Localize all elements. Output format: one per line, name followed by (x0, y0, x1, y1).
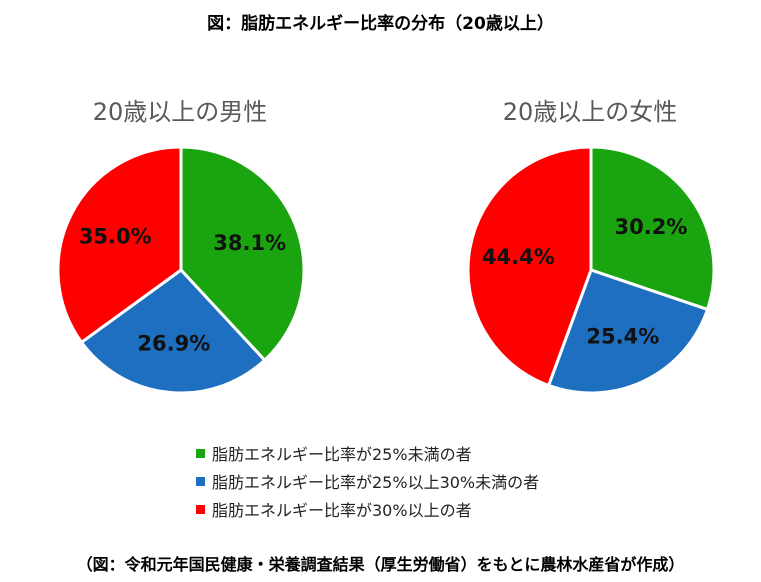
legend-label: 脂肪エネルギー比率が25%未満の者 (212, 445, 472, 464)
legend: 脂肪エネルギー比率が25%未満の者 脂肪エネルギー比率が25%以上30%未満の者… (196, 439, 539, 523)
legend-item-under-25: 脂肪エネルギー比率が25%未満の者 (196, 439, 539, 467)
pie-slice-25-to-30 (547, 268, 709, 395)
pie-slice-over-30 (56, 145, 183, 344)
slice-label-over-30: 35.0% (79, 224, 152, 248)
legend-swatch-blue (196, 476, 205, 486)
pie-title-male: 20歳以上の男性 (92, 98, 268, 126)
legend-label: 脂肪エネルギー比率が30%以上の者 (212, 501, 472, 520)
source-note: （図：令和元年国民健康・栄養調査結果（厚生労働省）をもとに農林水産省が作成） (76, 555, 685, 574)
legend-label: 脂肪エネルギー比率が25%以上30%未満の者 (212, 473, 540, 492)
pie-title-female: 20歳以上の女性 (502, 98, 678, 126)
slice-label-25-to-30: 26.9% (137, 331, 210, 355)
pie-slice-under-25 (179, 145, 306, 362)
slice-label-under-25: 30.2% (615, 215, 688, 239)
pie-chart-male: 38.1% 26.9% 35.0% (56, 145, 306, 395)
slice-label-over-30: 44.4% (482, 245, 555, 269)
pie-slice-under-25 (589, 145, 716, 311)
slice-label-25-to-30: 25.4% (586, 325, 659, 349)
legend-swatch-red (196, 504, 205, 514)
figure-title: 図：脂肪エネルギー比率の分布（20歳以上） (207, 14, 554, 34)
legend-item-25-to-30: 脂肪エネルギー比率が25%以上30%未満の者 (196, 467, 539, 495)
legend-swatch-green (196, 448, 205, 458)
pie-slice-25-to-30 (79, 268, 267, 395)
slice-label-under-25: 38.1% (213, 231, 286, 255)
pie-chart-female: 30.2% 25.4% 44.4% (466, 145, 716, 395)
pie-slice-over-30 (466, 145, 593, 387)
legend-item-over-30: 脂肪エネルギー比率が30%以上の者 (196, 495, 539, 523)
